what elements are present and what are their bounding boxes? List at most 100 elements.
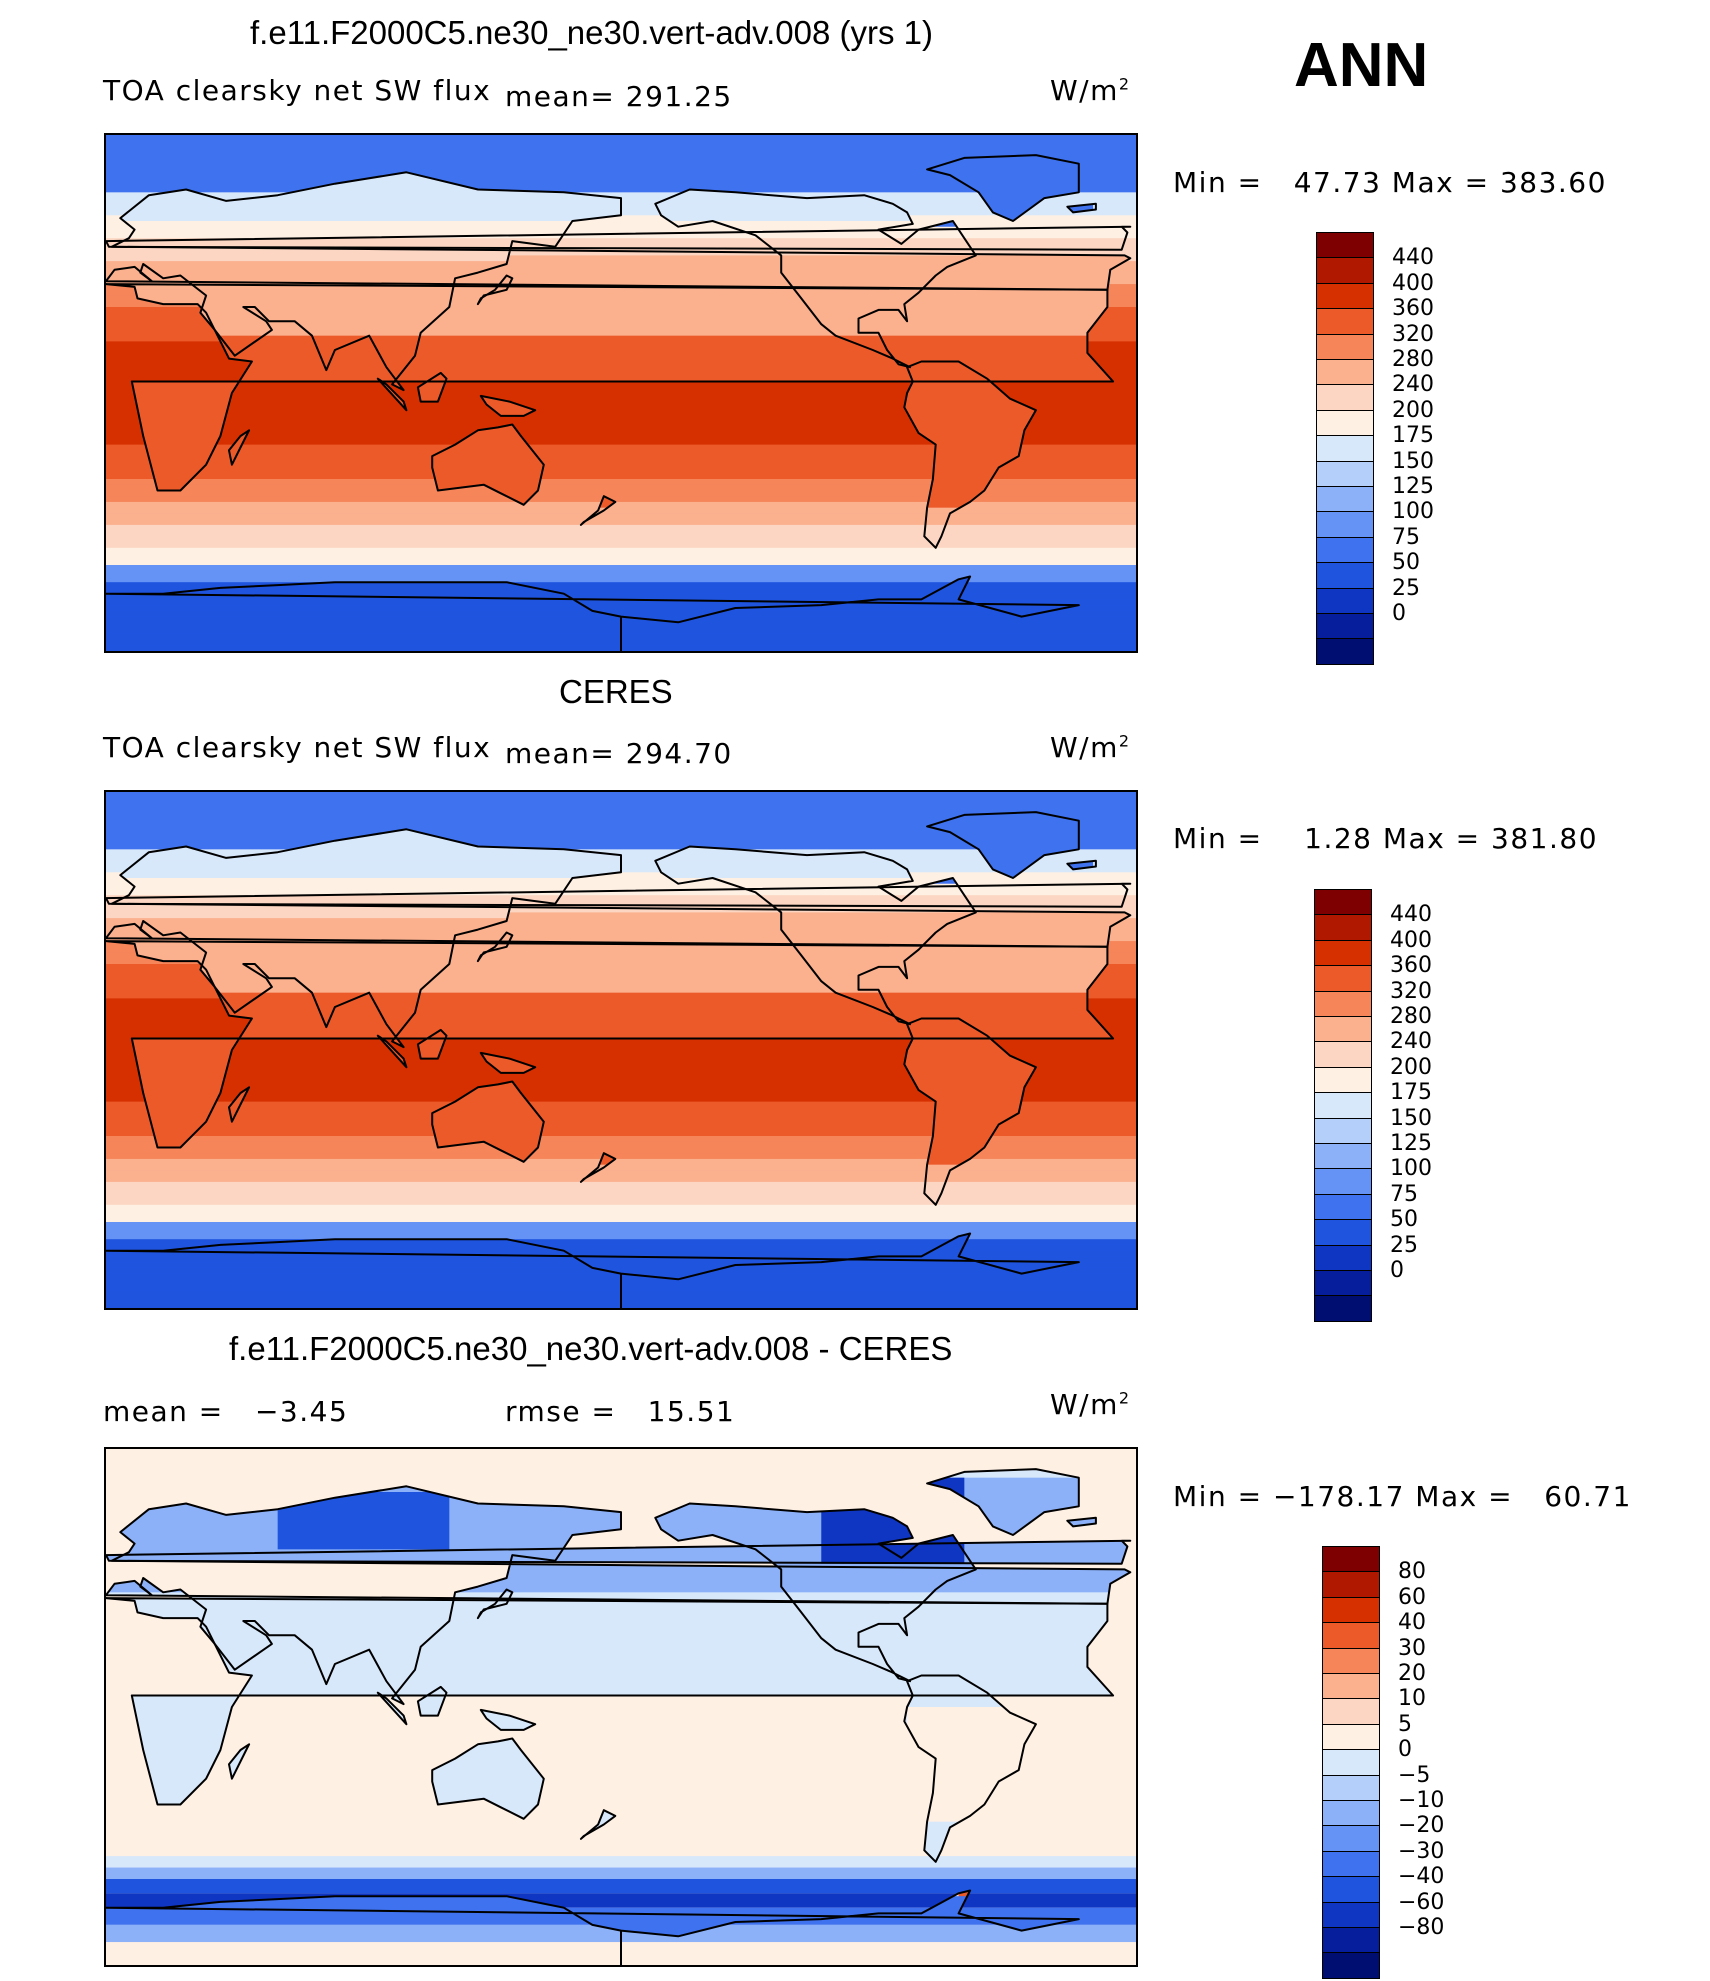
colorbar-tick-label: 150 [1390,1105,1432,1131]
colorbar-swatch [1322,1673,1380,1700]
colorbar-swatch [1322,1546,1380,1573]
colorbar-swatch [1322,1774,1380,1801]
panel-3-map-field [106,1449,1136,1965]
colorbar-tick-label: 5 [1398,1711,1412,1737]
colorbar-tick-label: −30 [1398,1838,1445,1864]
colorbar-swatch [1314,914,1372,941]
colorbar-swatch [1316,308,1374,335]
colorbar-tick-label: 0 [1398,1737,1412,1763]
panel-1-minmax-label: Min = 47.73 Max = 383.60 [1173,166,1607,199]
colorbar-tick-label: 50 [1392,550,1420,576]
panel-2-units-label: W/m2 [1050,731,1131,764]
colorbar-swatch [1316,536,1374,564]
colorbar-swatch [1316,511,1374,538]
colorbar-swatch [1322,1901,1380,1928]
colorbar-tick-label: 75 [1390,1181,1418,1207]
colorbar-swatch [1322,1647,1380,1674]
colorbar-swatch [1322,1622,1380,1649]
colorbar-swatch [1316,460,1374,487]
panel-2-map [104,790,1138,1310]
colorbar-swatch [1314,1168,1372,1195]
colorbar-swatch [1316,486,1374,513]
colorbar-swatch [1316,333,1374,360]
colorbar-tick-label: 200 [1390,1054,1432,1080]
colorbar-swatch [1314,1016,1372,1043]
colorbar-swatch [1316,562,1374,589]
colorbar-tick-label: 240 [1392,372,1434,398]
panel-2-minmax-label: Min = 1.28 Max = 381.80 [1173,822,1599,855]
panel-1-variable-label: TOA clearsky net SW flux [103,74,492,107]
colorbar-tick-label: 30 [1398,1635,1426,1661]
colorbar-swatch [1314,1117,1372,1144]
colorbar-tick-label: 25 [1392,575,1420,601]
panel-3-map [104,1447,1138,1967]
colorbar-tick-label: 320 [1390,978,1432,1004]
colorbar-swatch [1314,1244,1372,1271]
colorbar-tick-label: 280 [1392,347,1434,372]
panel-1-title: f.e11.F2000C5.ne30_ne30.vert-adv.008 (yr… [250,14,934,51]
panel-1-units-label: W/m2 [1050,74,1131,107]
colorbar-swatch [1316,613,1374,640]
colorbar-swatch [1314,1193,1372,1221]
colorbar-swatch [1316,409,1374,437]
colorbar-swatch [1314,1092,1372,1119]
panel-2-title: CERES [559,673,673,710]
colorbar-swatch [1322,1571,1380,1598]
colorbar-swatch [1316,257,1374,284]
colorbar-tick-label: 25 [1390,1232,1418,1258]
colorbar-tick-label: 40 [1398,1610,1426,1636]
panel-2-mean-label: mean= 294.70 [505,737,733,770]
colorbar-swatch [1322,1876,1380,1903]
colorbar-tick-label: 50 [1390,1207,1418,1233]
colorbar-tick-label: 440 [1390,902,1432,928]
colorbar-tick-label: 400 [1392,270,1434,296]
colorbar-tick-label: 320 [1392,321,1434,347]
colorbar-swatch [1322,1698,1380,1725]
colorbar-tick-label: 0 [1392,601,1406,626]
colorbar-swatch [1314,889,1372,916]
panel-1-map-field [106,135,1136,651]
colorbar-tick-label: 150 [1392,448,1434,474]
colorbar-tick-label: −10 [1398,1788,1445,1813]
colorbar-tick-label: 10 [1398,1686,1426,1712]
panel-3-title: f.e11.F2000C5.ne30_ne30.vert-adv.008 - C… [229,1330,953,1367]
colorbar-tick-label: −20 [1398,1813,1445,1839]
colorbar-tick-label: 125 [1390,1131,1432,1156]
colorbar-tick-label: 100 [1392,499,1434,525]
panel-2-variable-label: TOA clearsky net SW flux [103,731,492,764]
colorbar-swatch [1322,1800,1380,1827]
panel-3-mean-label: mean = −3.45 [103,1395,349,1428]
colorbar-swatch [1316,587,1374,614]
colorbar-tick-label: 80 [1398,1559,1426,1585]
colorbar-tick-label: 200 [1392,397,1434,423]
panel-3-minmax-label: Min = −178.17 Max = 60.71 [1173,1480,1632,1513]
panel-2-map-field [106,792,1136,1308]
season-label: ANN [1294,31,1429,100]
colorbar-tick-label: −5 [1398,1762,1431,1788]
colorbar-swatch [1314,965,1372,992]
colorbar-swatch [1316,282,1374,310]
colorbar-swatch [1316,638,1374,665]
panel-3-units-label: W/m2 [1050,1388,1131,1421]
colorbar-swatch [1314,939,1372,967]
colorbar-tick-label: 0 [1390,1258,1404,1283]
colorbar-swatch [1316,232,1374,259]
colorbar-tick-label: 125 [1392,474,1434,499]
colorbar-swatch [1314,1270,1372,1297]
colorbar-tick-label: 75 [1392,524,1420,550]
colorbar-swatch [1314,1143,1372,1170]
panel-1-mean-label: mean= 291.25 [505,80,733,113]
colorbar-tick-label: 20 [1398,1661,1426,1686]
colorbar-swatch [1314,1066,1372,1094]
colorbar-swatch [1322,1596,1380,1624]
colorbar-swatch [1316,435,1374,462]
colorbar-swatch [1316,384,1374,411]
colorbar-swatch [1322,1952,1380,1979]
colorbar-swatch [1314,1219,1372,1246]
colorbar-tick-label: 400 [1390,927,1432,953]
panel-1-map [104,133,1138,653]
panel-3-rmse-label: rmse = 15.51 [505,1395,736,1428]
colorbar-swatch [1322,1749,1380,1776]
colorbar-swatch [1322,1825,1380,1852]
colorbar-tick-label: 280 [1390,1004,1432,1029]
